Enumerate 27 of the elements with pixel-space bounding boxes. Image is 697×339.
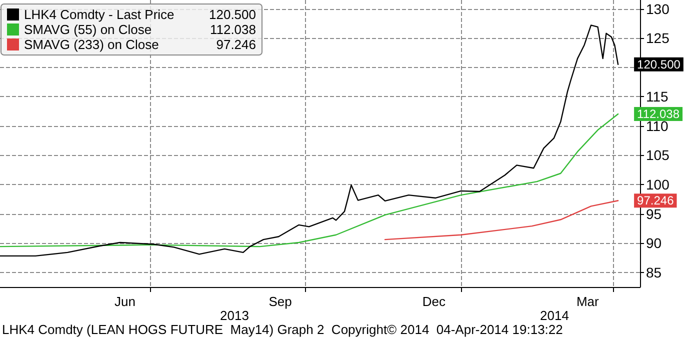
line-series <box>0 113 619 248</box>
y-tick-label: 85 <box>646 264 662 280</box>
text: 2014 <box>540 308 569 323</box>
line-series <box>0 24 619 257</box>
y-tick-label: 100 <box>646 176 670 192</box>
legend-label: LHK4 Comdty - Last Price <box>24 7 174 22</box>
y-tick-label: 105 <box>646 147 670 164</box>
y-tick-label: 90 <box>646 235 662 252</box>
legend-label: SMAVG (55) on Close <box>24 22 152 37</box>
text: 120.500 <box>209 7 256 22</box>
data-label: 97.246 <box>637 194 674 208</box>
x-tick-label: Dec <box>422 294 446 309</box>
legend-label: SMAVG (233) on Close <box>24 37 159 52</box>
x-tick-label: Jun <box>114 294 136 309</box>
text: LHK4 Comdty (LEAN HOGS FUTURE May14) Graph 2 Copyright© 2014 04-Apr-2014 19:13:22 <box>2 322 563 337</box>
text: 112.038 <box>210 22 256 37</box>
text: 2013 <box>220 308 249 323</box>
x-tick-label: Sep <box>268 294 292 309</box>
y-tick-label: 125 <box>646 30 670 46</box>
data-label: 120.500 <box>637 57 681 72</box>
text: 97.246 <box>216 37 256 52</box>
y-tick-label: 95 <box>646 206 662 222</box>
line-series <box>384 200 619 240</box>
data-label: 112.038 <box>637 106 680 121</box>
y-tick-label: 130 <box>646 0 670 17</box>
x-tick-label: Mar <box>576 294 600 309</box>
y-tick-label: 115 <box>646 88 669 105</box>
